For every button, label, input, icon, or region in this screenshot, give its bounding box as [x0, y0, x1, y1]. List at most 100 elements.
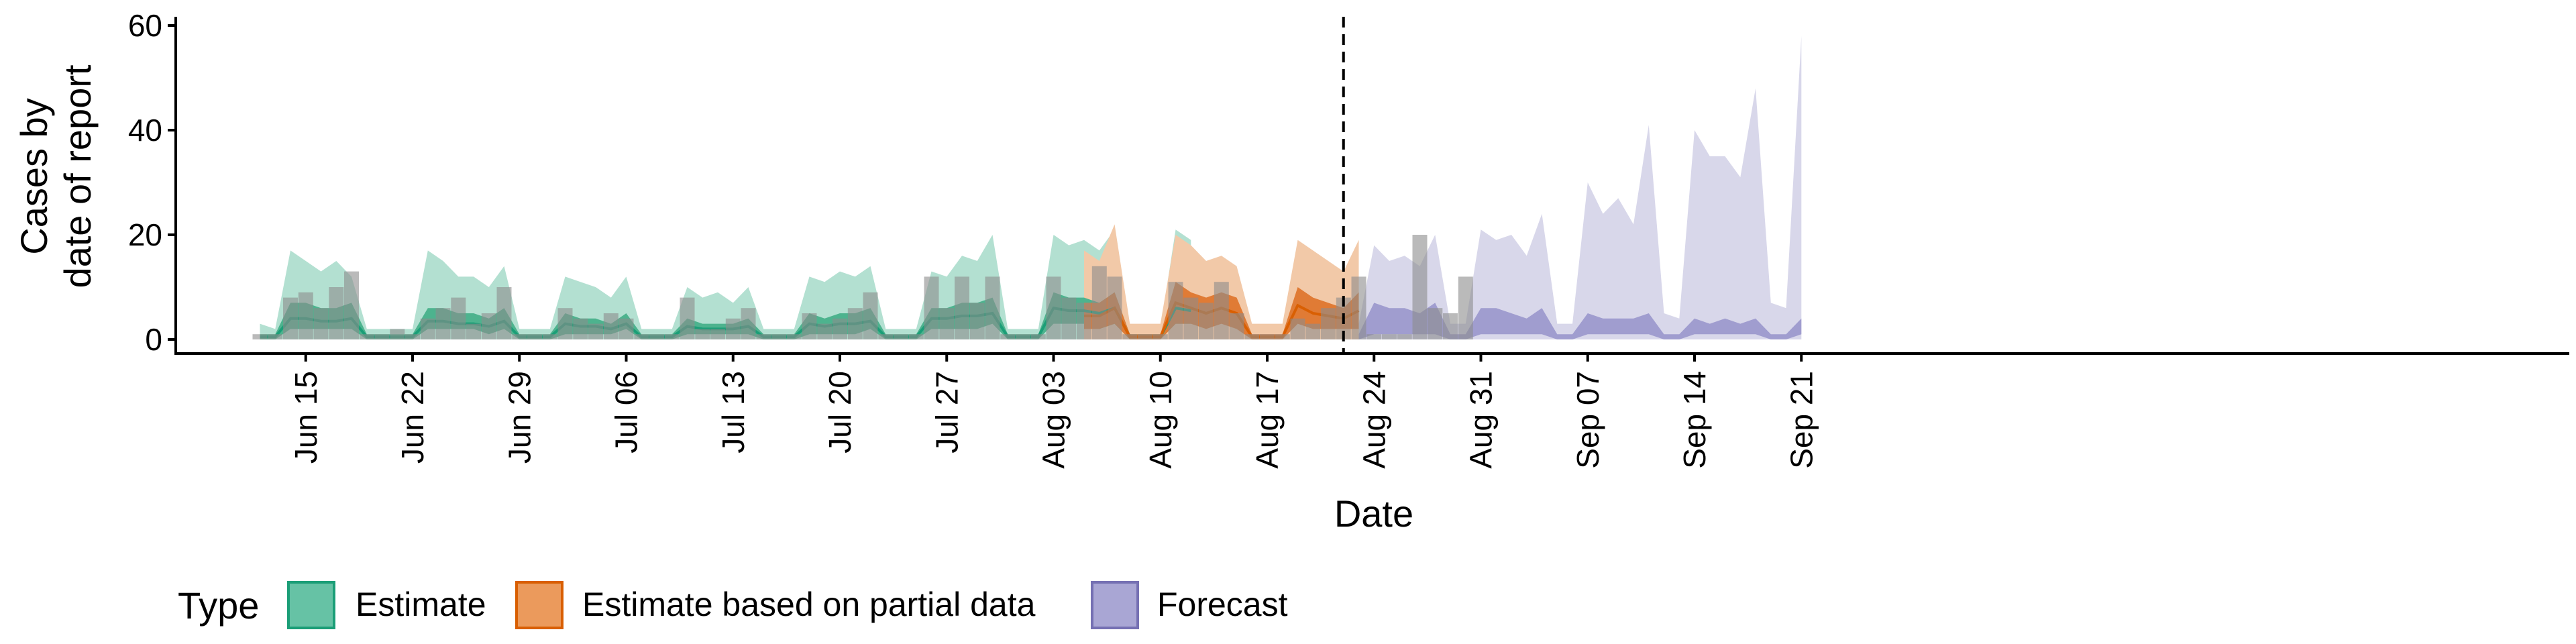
- observed-bar: [664, 334, 680, 339]
- observed-bar: [741, 308, 756, 339]
- legend: Type Estimate Estimate based on partial …: [178, 581, 1288, 629]
- y-tick-label: 0: [145, 322, 162, 357]
- observed-bar: [283, 297, 298, 339]
- x-tick-label: Aug 17: [1250, 371, 1285, 469]
- x-tick-label: Aug 03: [1036, 371, 1071, 469]
- observed-bar: [1244, 334, 1260, 339]
- x-tick-label: Jun 22: [395, 371, 430, 464]
- observed-bar: [1305, 323, 1321, 339]
- observed-bar: [1260, 334, 1275, 339]
- observed-bar: [939, 308, 955, 339]
- legend-swatch-partial: [515, 581, 564, 629]
- x-tick-label: Jul 13: [716, 371, 751, 453]
- x-tick-label: Aug 10: [1143, 371, 1178, 469]
- legend-swatch-estimate: [287, 581, 335, 629]
- observed-bar: [1030, 334, 1046, 339]
- observed-bar: [313, 308, 329, 339]
- observed-bar: [725, 318, 741, 339]
- observed-bar: [527, 334, 542, 339]
- observed-bar: [894, 334, 908, 339]
- observed-bar: [1199, 303, 1214, 339]
- observed-bar: [1046, 276, 1061, 339]
- observed-bar: [466, 323, 481, 339]
- observed-bar: [329, 287, 344, 339]
- observed-bar: [1000, 334, 1016, 339]
- observed-bar: [451, 297, 466, 339]
- x-tick-label: Jul 27: [929, 371, 964, 453]
- observed-bar: [1351, 276, 1366, 339]
- x-axis-title: Date: [1334, 492, 1413, 535]
- observed-bar: [847, 308, 863, 339]
- x-tick-label: Jun 29: [502, 371, 537, 464]
- observed-bar: [969, 303, 985, 339]
- y-tick-label: 60: [128, 8, 162, 43]
- x-tick-label: Aug 24: [1356, 371, 1391, 469]
- observed-bar: [603, 313, 619, 339]
- axes: 0 20 40 60 Jun 15 Jun 22 Jun 29 Jul 06 Jul 13 Jul…: [128, 8, 2569, 469]
- observed-bar: [1290, 318, 1305, 339]
- observed-bar: [405, 334, 420, 339]
- observed-bar: [1412, 235, 1428, 339]
- observed-bar: [1152, 334, 1168, 339]
- observed-bar: [512, 334, 527, 339]
- x-tick-label: Sep 14: [1677, 371, 1712, 469]
- y-tick-label: 20: [128, 217, 162, 252]
- observed-bar: [802, 313, 817, 339]
- observed-bar: [268, 334, 283, 339]
- observed-bar: [481, 313, 496, 339]
- observed-bar: [344, 271, 359, 339]
- observed-bar: [1138, 334, 1152, 339]
- observed-bar: [1229, 313, 1244, 339]
- forecast-90-interval: [1358, 36, 1802, 339]
- observed-bar: [1428, 308, 1443, 339]
- observed-bar: [1214, 282, 1229, 339]
- observed-bar: [298, 292, 313, 339]
- x-tick-label: Jun 15: [288, 371, 323, 464]
- observed-bar: [1443, 313, 1458, 339]
- observed-bar: [359, 334, 374, 339]
- observed-bar: [695, 329, 710, 339]
- legend-label-partial: Estimate based on partial data: [582, 586, 1036, 623]
- observed-bar: [435, 308, 451, 339]
- observed-bar: [863, 292, 878, 339]
- observed-bar: [634, 334, 649, 339]
- observed-bar: [786, 334, 802, 339]
- observed-bar: [390, 329, 405, 339]
- observed-bar: [1321, 308, 1336, 339]
- observed-bar: [756, 334, 771, 339]
- legend-label-estimate: Estimate: [356, 586, 486, 623]
- observed-bar: [1366, 334, 1382, 339]
- x-tick-label: Jul 06: [609, 371, 644, 453]
- observed-bar: [908, 334, 924, 339]
- observed-bar: [680, 297, 695, 339]
- observed-bar: [1458, 276, 1473, 339]
- observed-bar: [710, 329, 725, 339]
- observed-bar: [1382, 334, 1397, 339]
- observed-bar: [833, 318, 847, 339]
- y-axis-title-line-2: date of report: [56, 64, 99, 288]
- legend-label-forecast: Forecast: [1157, 586, 1288, 623]
- observed-bar: [573, 318, 588, 339]
- legend-swatch-forecast: [1091, 581, 1139, 629]
- observed-bar: [1107, 276, 1122, 339]
- observed-bar: [1091, 266, 1107, 339]
- observed-bar: [420, 318, 435, 339]
- observed-bar: [557, 308, 573, 339]
- y-tick-label: 40: [128, 113, 162, 148]
- y-axis-title-line-1: Cases by: [13, 98, 55, 254]
- observed-bar: [955, 276, 969, 339]
- legend-title: Type: [178, 584, 259, 627]
- x-tick-label: Aug 31: [1464, 371, 1499, 469]
- observed-bar: [496, 287, 512, 339]
- observed-bar: [649, 334, 664, 339]
- plot-area: [252, 17, 1802, 354]
- observed-bar: [252, 334, 268, 339]
- observed-bar: [542, 334, 557, 339]
- observed-bar: [817, 323, 833, 339]
- x-tick-label: Sep 21: [1784, 371, 1819, 469]
- observed-bar: [771, 334, 786, 339]
- observed-bar: [1077, 303, 1091, 339]
- observed-bar: [985, 276, 1000, 339]
- observed-bar: [1183, 297, 1199, 339]
